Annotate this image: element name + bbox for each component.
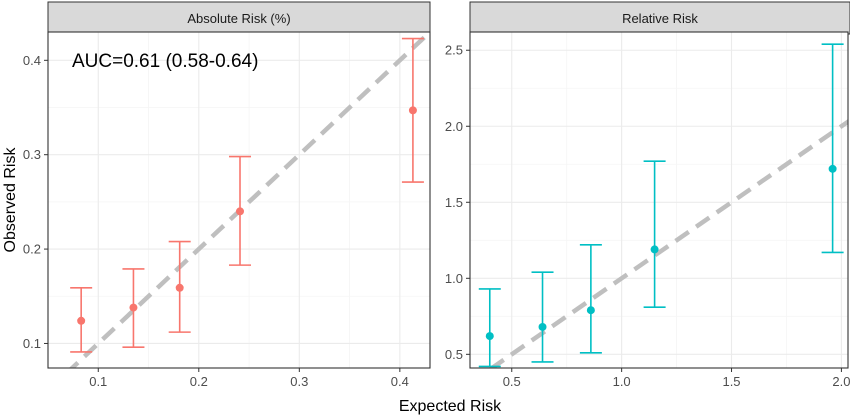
absolute-risk-x-tick-label: 0.3 xyxy=(290,374,308,389)
absolute-risk-x-tick-label: 0.2 xyxy=(190,374,208,389)
relative-risk-y-tick-label: 2.5 xyxy=(445,43,463,58)
absolute-risk-plot-content xyxy=(48,32,430,368)
x-axis-title: Expected Risk xyxy=(399,398,502,415)
relative-risk-x-tick-label: 0.5 xyxy=(503,374,521,389)
absolute-risk-strip-title: Absolute Risk (%) xyxy=(187,11,290,26)
relative-risk-error-bar xyxy=(531,271,554,363)
absolute-risk-strip xyxy=(47,1,431,35)
relative-risk-error-bar xyxy=(579,244,602,354)
absolute-risk-y-tick-label: 0.3 xyxy=(23,147,41,162)
absolute-risk-panel-border xyxy=(47,31,431,369)
relative-risk-strip-title: Relative Risk xyxy=(622,11,698,26)
relative-risk-panel-border xyxy=(469,31,849,369)
relative-risk-plot-area xyxy=(470,32,848,368)
relative-risk-y-tick-label: 2.0 xyxy=(445,119,463,134)
absolute-risk-x-tick-label: 0.1 xyxy=(89,374,107,389)
absolute-risk-y-tick-label: 0.4 xyxy=(23,53,41,68)
relative-risk-error-bar xyxy=(821,43,844,254)
relative-risk-y-tick-label: 1.5 xyxy=(445,195,463,210)
absolute-risk-y-tick-label: 0.1 xyxy=(23,336,41,351)
relative-risk-x-tick-label: 1.0 xyxy=(613,374,631,389)
absolute-risk-point xyxy=(408,106,417,115)
relative-risk-error-bar xyxy=(643,160,666,308)
absolute-risk-point xyxy=(129,303,138,312)
relative-risk-point xyxy=(485,332,494,341)
absolute-risk-auc-annotation: AUC=0.61 (0.58-0.64) xyxy=(72,51,258,72)
absolute-risk-plot-area xyxy=(48,32,430,368)
relative-risk-x-tick-label: 1.5 xyxy=(722,374,740,389)
relative-risk-point xyxy=(538,322,547,331)
absolute-risk-point xyxy=(175,283,184,292)
y-axis-title: Observed Risk xyxy=(2,147,19,253)
relative-risk-point xyxy=(828,164,837,173)
relative-risk-reference-line xyxy=(488,118,848,368)
relative-risk-y-tick-label: 1.0 xyxy=(445,271,463,286)
relative-risk-strip xyxy=(469,1,850,35)
absolute-risk-x-tick-label: 0.4 xyxy=(391,374,409,389)
absolute-risk-point xyxy=(236,207,245,216)
relative-risk-y-tick-label: 0.5 xyxy=(445,347,463,362)
relative-risk-plot-content xyxy=(470,32,848,368)
absolute-risk-y-tick-label: 0.2 xyxy=(23,242,41,257)
relative-risk-point xyxy=(650,245,659,254)
relative-risk-x-tick-label: 2.0 xyxy=(832,374,850,389)
absolute-risk-point xyxy=(77,316,86,325)
relative-risk-panel: Relative Risk 0.5 1.0 1.5 2.0 0.5 1.0 1.5 2.0 2.5 xyxy=(445,1,850,389)
relative-risk-error-bar xyxy=(478,288,501,368)
absolute-risk-panel: Absolute Risk (%) 0.1 0.2 0.3 0.4 0.1 0.2 0.3 0.… xyxy=(23,1,431,389)
relative-risk-point xyxy=(586,306,595,315)
